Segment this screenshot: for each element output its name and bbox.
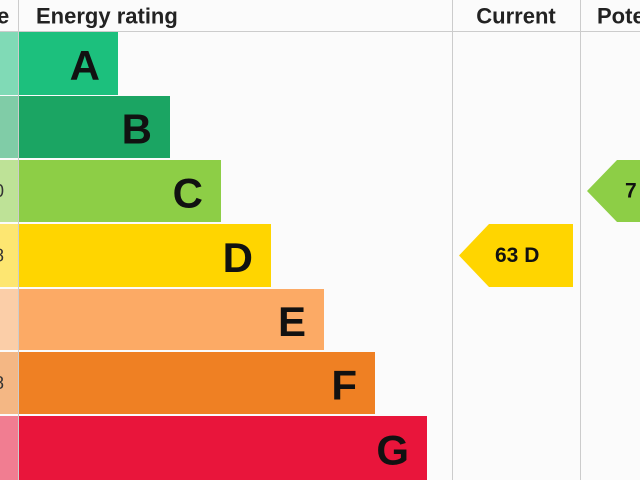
band-letter: D <box>223 234 253 281</box>
score-cell <box>0 224 18 287</box>
score-cell <box>0 289 18 350</box>
potential-arrow <box>587 160 640 222</box>
band-bar <box>19 96 170 158</box>
band-letter: E <box>278 298 306 345</box>
band-letter: G <box>376 427 409 474</box>
score-cell <box>0 416 18 480</box>
current-header: Current <box>476 4 556 29</box>
band-bar <box>19 416 427 480</box>
rating-header: Energy rating <box>36 4 178 29</box>
current-arrow <box>459 224 573 287</box>
band-letter: B <box>122 106 152 153</box>
score-cell <box>0 32 18 95</box>
score-cell <box>0 352 18 414</box>
band-letter: F <box>331 362 357 409</box>
potential-header: Pote <box>597 4 640 29</box>
band-bar <box>19 289 324 350</box>
score-label: 8 <box>0 373 4 393</box>
band-letter: A <box>70 42 100 89</box>
band-bar <box>19 32 118 95</box>
score-label: 0 <box>0 181 4 201</box>
bands: ABC0D8E-F8G <box>0 32 427 480</box>
score-label: 8 <box>0 246 4 266</box>
score-cell <box>0 160 18 222</box>
band-bar <box>19 224 271 287</box>
band-bar <box>19 352 375 414</box>
score-header: e <box>0 4 9 29</box>
score-cell <box>0 96 18 158</box>
potential-label: 7 <box>625 180 637 203</box>
current-label: 63 D <box>495 244 539 267</box>
band-bar <box>19 160 221 222</box>
band-letter: C <box>173 170 203 217</box>
